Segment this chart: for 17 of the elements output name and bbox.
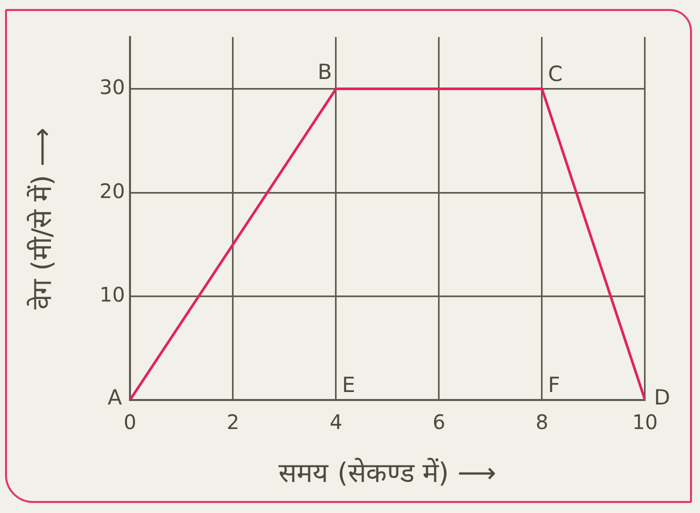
x-tick-label: 0: [124, 410, 136, 434]
x-tick-label: 10: [632, 410, 658, 434]
x-tick-label: 6: [432, 410, 446, 434]
x-tick-label: 4: [330, 410, 342, 434]
y-tick-label: 10: [100, 282, 125, 306]
annotation: E: [342, 372, 356, 397]
y-axis-title: वेग (मी/से में) ⟶: [26, 128, 58, 310]
annotation: F: [548, 372, 560, 397]
annotation: B: [318, 60, 332, 84]
annotation: C: [548, 62, 563, 86]
x-tick-label: 8: [536, 410, 548, 434]
x-tick-label: 2: [226, 410, 240, 434]
y-tick-label: 30: [100, 75, 125, 100]
x-axis-title: समय (सेकण्ड में) ⟶: [278, 456, 496, 489]
y-tick-label: 20: [100, 178, 125, 203]
annotation: D: [654, 385, 670, 410]
annotation: A: [108, 385, 123, 410]
